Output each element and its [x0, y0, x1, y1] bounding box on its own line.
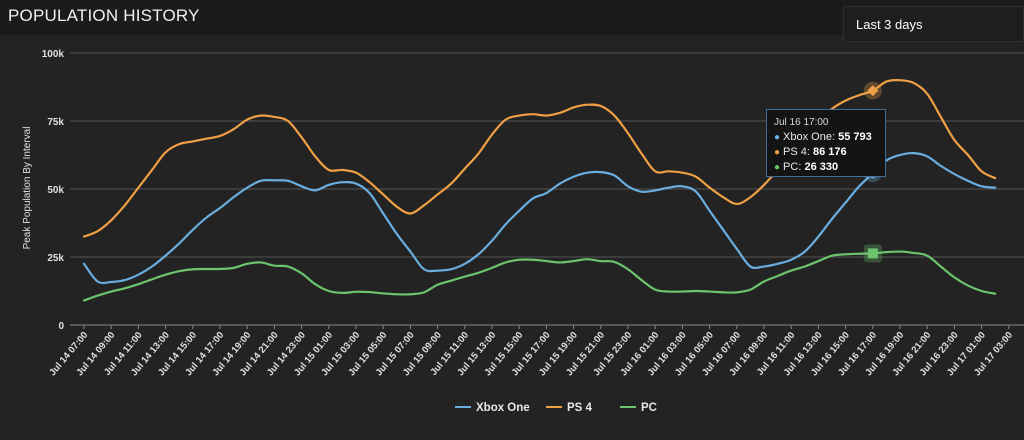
tooltip-row-xbox: ● Xbox One: 55 793: [774, 130, 878, 145]
tooltip-value: 86 176: [813, 146, 847, 158]
time-range-select[interactable]: Last 3 days: [843, 6, 1024, 42]
series-line-pc[interactable]: [82, 250, 997, 302]
chart-series: [82, 78, 997, 302]
page-title: POPULATION HISTORY: [8, 6, 200, 25]
y-tick-label: 25k: [47, 253, 64, 264]
ps4-marker[interactable]: [867, 85, 879, 97]
chart-legend: Xbox One PS 4 PC: [455, 402, 657, 414]
y-axis-ticks: 0 25k 50k 75k 100k: [42, 49, 65, 332]
tooltip-date: Jul 16 17:00: [774, 117, 829, 128]
legend-item[interactable]: Xbox One: [476, 402, 530, 414]
legend-item[interactable]: PC: [641, 402, 657, 414]
y-tick-label: 100k: [42, 49, 65, 60]
series-line-ps-4[interactable]: [82, 78, 997, 238]
xbox-dot-icon: ●: [774, 132, 781, 143]
time-range-value: Last 3 days: [856, 17, 923, 32]
tooltip-row-ps4: ● PS 4: 86 176: [774, 145, 878, 160]
tooltip-label: PS 4:: [783, 146, 814, 158]
series-line-xbox-one[interactable]: [82, 151, 997, 285]
legend-item[interactable]: PS 4: [567, 402, 593, 414]
chart-grid: [70, 52, 1024, 326]
y-axis-label: Peak Population By Interval: [22, 127, 33, 250]
ps4-dot-icon: ●: [774, 147, 781, 158]
tooltip-label: Xbox One:: [783, 131, 839, 143]
pc-dot-icon: ●: [774, 162, 781, 173]
tooltip-label: PC:: [783, 161, 805, 173]
y-tick-label: 75k: [47, 117, 64, 128]
tooltip-value: 26 330: [804, 161, 839, 173]
y-tick-label: 50k: [47, 185, 64, 196]
pc-marker[interactable]: [867, 248, 878, 259]
y-tick-label: 0: [58, 321, 64, 332]
tooltip-value: 55 793: [838, 131, 872, 143]
tooltip-row-pc: ● PC: 26 330: [774, 160, 878, 175]
data-tooltip: Jul 16 17:00 ● Xbox One: 55 793 ● PS 4: 86…: [766, 109, 886, 177]
